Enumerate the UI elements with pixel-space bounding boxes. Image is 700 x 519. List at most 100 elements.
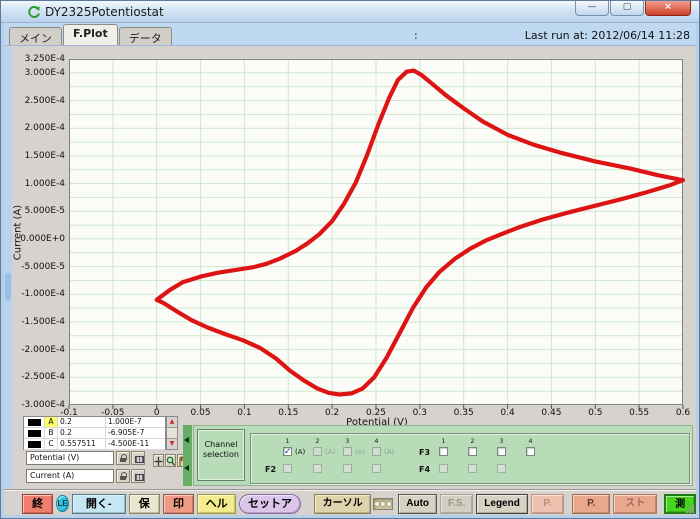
x-tick-label: 0.4 (500, 408, 515, 418)
channel-checkbox[interactable] (372, 447, 381, 456)
channel-checkbox[interactable] (439, 447, 448, 456)
y-axis-selector[interactable]: Current (A) (26, 469, 114, 483)
y-tick-label: 1.500E-4 (24, 150, 65, 161)
p-pr-button[interactable]: P. PR (530, 493, 565, 518)
channel-selection-panel: Channel selection 1 2 3 4 ✓ (A) (A) (A) (A) F2 1 2 3… (193, 425, 693, 486)
cursor-name[interactable]: B (45, 428, 58, 438)
channel-group-box: 1 2 3 4 ✓ (A) (A) (A) (A) F2 1 2 3 4 F3 F4 (250, 433, 690, 484)
channel-checkbox[interactable] (343, 464, 352, 473)
splitter-handle[interactable] (5, 273, 11, 301)
window-controls: — ▢ × (574, 1, 691, 16)
tab-メイン[interactable]: メイン (9, 27, 62, 45)
help-button[interactable]: ヘルプ (197, 493, 237, 518)
cursor-row-B[interactable]: B 0.2 -6.905E-7 (24, 428, 165, 439)
x-scale-lock-button[interactable] (116, 451, 130, 465)
y-tick-label: -3.000E-4 (21, 400, 65, 410)
channel-unit-label: (A) (325, 448, 336, 456)
cursor-name[interactable]: C (45, 439, 58, 449)
channel-checkbox[interactable] (468, 447, 477, 456)
save-button[interactable]: 保存 (128, 493, 160, 518)
cursor-table[interactable]: A 0.2 1.000E-7 B 0.2 -6.905E-7 C 0.557511 -4.500… (23, 416, 178, 450)
channel-checkbox[interactable]: ✓ (283, 447, 292, 457)
y-tick-label: 3.000E-4 (24, 67, 65, 78)
x-tick-label: 0.25 (365, 408, 387, 418)
indicator-dot-icon (380, 500, 387, 507)
splitter-arrow-icon (184, 437, 189, 443)
stop-button[interactable]: ストップ (613, 493, 658, 518)
x-tick-label: 0.05 (190, 408, 211, 418)
plot-color-swatch[interactable] (24, 439, 45, 449)
left-splitter[interactable] (4, 47, 12, 488)
maximize-button[interactable]: ▢ (610, 1, 644, 16)
auto-y-button[interactable]: Auto Y (398, 493, 438, 518)
plot-color-swatch[interactable] (24, 428, 45, 438)
channel-checkbox[interactable] (497, 464, 506, 473)
indicator-dot-icon (386, 500, 393, 507)
cursor-y-value: -6.905E-7 (108, 428, 145, 437)
cursor-tool-icon[interactable] (153, 454, 164, 467)
channel-checkbox[interactable] (283, 464, 292, 473)
setup-button[interactable]: セットアップ (239, 493, 301, 518)
tab-strip: メイン F.Plot データ : Last run at: 2012/06/14 1… (4, 23, 698, 46)
tab-データ[interactable]: データ (118, 27, 172, 45)
close-button[interactable]: × (645, 1, 691, 16)
y-tick-label: 5.000E-5 (24, 206, 65, 217)
cursor-x-value: 0.2 (58, 428, 106, 438)
window-title: DY2325Potentiostat (45, 5, 164, 19)
scroll-down-button[interactable]: ▼ (167, 438, 177, 449)
x-tick-label: 0.2 (324, 408, 340, 418)
channel-row-label-F4: F4 (419, 465, 431, 474)
resize-grip[interactable] (685, 504, 695, 514)
cursor-table-scrollbar[interactable]: ▲ ▼ (166, 416, 178, 450)
fs-button[interactable]: F.S. (440, 493, 474, 514)
x-autoscale-button[interactable] (131, 451, 145, 465)
p-exp-button[interactable]: P. Exp. (572, 493, 611, 518)
y-autoscale-button[interactable] (131, 469, 145, 483)
cursor-row-A[interactable]: A 0.2 1.000E-7 (24, 417, 165, 428)
x-tick-label: 0.5 (588, 408, 603, 418)
channel-unit-label: (A) (295, 448, 306, 456)
x-tick-label: -0.05 (101, 408, 125, 418)
channel-checkbox[interactable] (313, 447, 322, 456)
y-scale-lock-button[interactable] (116, 469, 130, 483)
indicator-dot-icon (374, 500, 381, 507)
cursor-indicator-dots[interactable] (373, 497, 394, 510)
channel-checkbox[interactable] (372, 464, 381, 473)
channel-col-header: 3 (499, 437, 504, 445)
x-axis-selector[interactable]: Potential (V) (26, 451, 114, 465)
y-tick-label: -1.000E-4 (21, 289, 65, 300)
print-button[interactable]: 印刷 (162, 493, 195, 518)
legend-button[interactable]: Legend (476, 493, 528, 514)
scroll-up-button[interactable]: ▲ (167, 417, 177, 428)
channel-panel-splitter[interactable] (183, 425, 192, 486)
plot-area[interactable] (68, 58, 686, 409)
splitter-arrow-icon (184, 465, 189, 471)
channel-checkbox[interactable] (343, 447, 352, 456)
y-tick-label: 0.000E+0 (20, 233, 65, 244)
window-border (1, 515, 699, 518)
x-tick-label: 0.55 (629, 408, 650, 418)
channel-checkbox[interactable] (468, 464, 477, 473)
channel-selection-label: Channel selection (197, 429, 245, 481)
cursor-on-button[interactable]: カーソル On/ (313, 493, 372, 518)
channel-checkbox[interactable] (439, 464, 448, 473)
plot-color-swatch[interactable] (24, 417, 45, 427)
channel-checkbox[interactable] (526, 447, 535, 456)
cv-curve (154, 68, 686, 397)
x-axis-title: Potential (V) (346, 417, 408, 428)
cursor-row-C[interactable]: C 0.557511 -4.500E-11 (24, 439, 165, 450)
channel-unit-label: (A) (355, 448, 366, 456)
cursor-name[interactable]: A (45, 417, 58, 427)
y-tick-label: -5.000E-5 (21, 261, 65, 272)
tab-F.Plot[interactable]: F.Plot (63, 24, 118, 45)
quit-button[interactable]: 終了 (22, 493, 54, 518)
x-tick-label: 0.35 (453, 408, 474, 418)
zoom-tool-icon[interactable] (165, 454, 176, 467)
channel-checkbox[interactable] (313, 464, 322, 473)
x-tick-label: 0 (153, 408, 160, 418)
le-button[interactable]: LE (56, 495, 69, 512)
channel-checkbox[interactable] (497, 447, 506, 456)
open-ovly-button[interactable]: 開く-OVLY (71, 493, 126, 518)
minimize-button[interactable]: — (575, 1, 609, 16)
y-tick-label: 2.000E-4 (24, 123, 65, 134)
